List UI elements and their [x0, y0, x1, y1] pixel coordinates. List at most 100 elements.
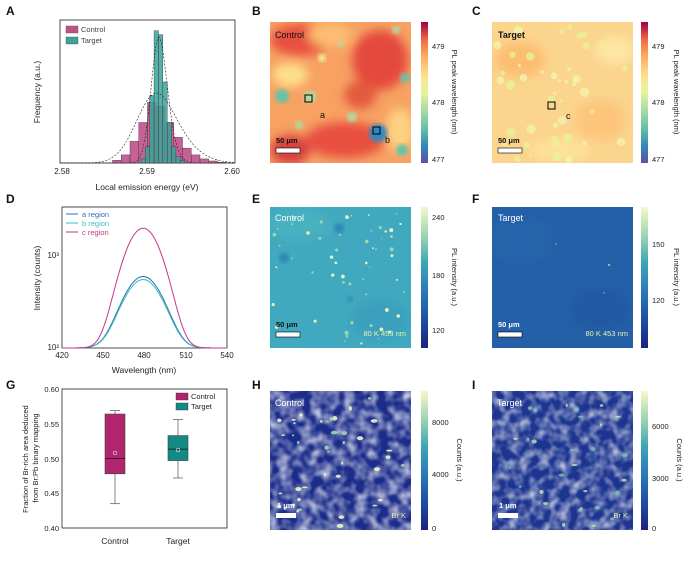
map-spot [297, 497, 301, 502]
colorbar-tick: 0 [432, 524, 436, 533]
map-spot [345, 335, 349, 338]
map-spot [297, 508, 303, 512]
colorbar-tick: 240 [432, 213, 445, 222]
map-spot [277, 418, 282, 423]
map-spot [390, 254, 394, 258]
map-spot [364, 239, 369, 244]
map-spot [496, 76, 505, 85]
map-spot [329, 417, 333, 421]
map-spot [291, 223, 294, 226]
map-pale-spots [493, 24, 628, 163]
colorbar-tick: 0 [652, 524, 656, 533]
spectra-lines [62, 227, 227, 349]
histogram-bar-control [191, 154, 201, 164]
map-spot [295, 487, 302, 492]
map-spot [278, 244, 281, 247]
histogram-panel: Control Target 2.58 2.59 2.60 Local emis… [32, 19, 240, 192]
histogram-bar-control [112, 160, 122, 164]
map-label: Target [497, 398, 523, 408]
histogram-bar-target [158, 34, 164, 164]
legend-label: c region [82, 228, 109, 237]
scale-bar-label: 50 μm [276, 320, 298, 329]
map-spot [326, 450, 330, 453]
histogram-bar-target [153, 30, 159, 164]
x-tick-label: 450 [96, 351, 110, 360]
histogram-bar-target [162, 81, 168, 164]
pl-peak-map-target: Target c 50 μm 479 478 477 PL peak wavel… [492, 22, 681, 164]
map-spot [291, 434, 295, 437]
colorbar-tick: 120 [652, 296, 665, 305]
colorbar-tick: 3000 [652, 474, 669, 483]
boxes [104, 410, 189, 505]
x-tick-label: 510 [179, 351, 193, 360]
scale-bar [497, 147, 523, 154]
histogram-bars [112, 30, 227, 164]
map-spot [509, 51, 516, 58]
map-spot [399, 222, 402, 226]
map-spot [341, 274, 345, 279]
map-spot [338, 233, 342, 236]
x-axis-label: Local emission energy (eV) [96, 182, 199, 192]
x-tick-label: 2.59 [139, 167, 155, 176]
histogram-bar-target [171, 146, 177, 164]
map-spot [373, 467, 380, 472]
map-spot [552, 91, 557, 96]
panel-letter-g: G [6, 378, 15, 392]
map-spot [386, 449, 393, 452]
map-spot [275, 266, 278, 269]
map-spot [356, 436, 364, 441]
br-map-target: Target 1 μm Br K 6000 3000 0 Counts (a.u… [492, 391, 684, 533]
panel-letter-d: D [6, 192, 15, 206]
colorbar-tick: 479 [432, 42, 445, 51]
map-texture [492, 391, 633, 530]
y-axis-label: Intensity (counts) [32, 245, 42, 310]
map-spot [272, 232, 277, 237]
x-tick-label: 420 [55, 351, 69, 360]
map-spot [370, 229, 373, 232]
y-tick-label: 10³ [47, 251, 59, 260]
map-spot [514, 155, 521, 163]
map-spot [571, 463, 578, 467]
map-spot [369, 324, 373, 328]
colorbar-tick: 120 [432, 326, 445, 335]
map-label: Target [498, 213, 524, 223]
legend-swatch-control [175, 392, 189, 401]
map-spot [583, 489, 588, 493]
colorbar-label: PL peak wavelength (nm) [672, 50, 681, 135]
map-spot [320, 419, 323, 423]
map-spot [582, 42, 590, 50]
map-spot [615, 415, 621, 418]
legend-label-control: Control [191, 392, 216, 401]
map-spot [580, 87, 590, 98]
map-spot [389, 234, 393, 238]
pl-intensity-map-target: Target 50 μm 80 K 453 nm 150 120 PL inte… [492, 207, 681, 348]
colorbar [421, 22, 428, 163]
colorbar [641, 207, 648, 348]
map-spot [400, 463, 406, 467]
boxplot-panel: 0.40 0.45 0.50 0.55 0.60 Control Target … [21, 385, 228, 546]
y-axis-label: Fraction of Br-rich area deduced from Br… [21, 403, 40, 513]
colorbar-ticks: 240 180 120 [432, 213, 445, 335]
map-spot [519, 74, 528, 82]
map-bright-spots [498, 403, 628, 527]
map-spot [540, 70, 544, 74]
map-spot [529, 153, 533, 157]
legend-swatch-target [65, 36, 79, 45]
histogram-bar-target [180, 160, 185, 164]
map-spot [367, 214, 370, 217]
map-label: Target [498, 30, 525, 40]
map-bright-spot [603, 292, 605, 294]
map-bright-spot [607, 263, 611, 267]
map-spot [513, 437, 518, 440]
map-spot [291, 418, 296, 421]
map-dark-spots [279, 223, 353, 302]
map-spot [385, 455, 391, 460]
map-spot [342, 441, 345, 444]
map-spot [372, 504, 378, 507]
scale-bar [275, 147, 301, 154]
map-spot [372, 247, 374, 250]
map-label: Control [275, 398, 304, 408]
map-annotation: 80 K 453 nm [585, 329, 628, 338]
colorbar [641, 22, 648, 163]
